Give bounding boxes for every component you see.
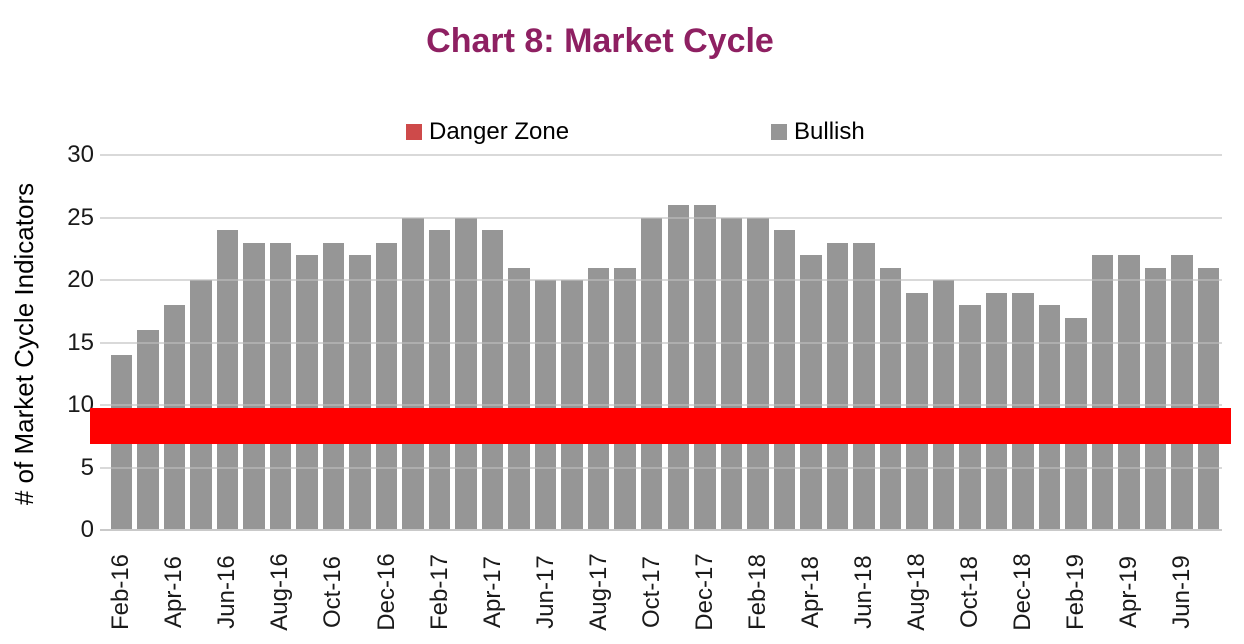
y-tick-label: 5 — [80, 453, 94, 481]
bar-Jun-18 — [853, 242, 875, 530]
bar-Jan-17 — [402, 217, 424, 530]
gridline-overlay — [100, 216, 1222, 219]
bar-Apr-17 — [481, 230, 504, 530]
bar-May-18 — [826, 242, 849, 530]
bar-Mar-19 — [1091, 255, 1114, 530]
x-axis-line — [100, 529, 1222, 531]
bar-Mar-17 — [455, 217, 477, 530]
danger-zone-band — [90, 407, 1231, 445]
x-tick-label: Feb-19 — [1062, 553, 1090, 631]
gridline-overlay — [100, 341, 1222, 344]
bar-May-17 — [508, 267, 530, 530]
bar-Jul-19 — [1197, 267, 1220, 530]
y-tick-label: 25 — [67, 203, 94, 231]
x-tick-label: Dec-17 — [690, 553, 718, 631]
y-tick-label: 0 — [80, 516, 94, 543]
danger-zone-swatch-icon — [406, 124, 422, 140]
x-tick-label: Oct-17 — [637, 555, 665, 629]
gridline-overlay — [100, 404, 1222, 406]
bar-Dec-16 — [375, 242, 398, 530]
bar-Jan-18 — [720, 217, 743, 530]
bar-Feb-18 — [747, 217, 769, 530]
bar-Dec-17 — [694, 205, 716, 530]
x-tick-label: Aug-17 — [584, 553, 612, 631]
y-tick-label: 10 — [67, 391, 94, 418]
plot-area — [90, 154, 1231, 531]
bar-Feb-17 — [428, 230, 451, 530]
x-tick-label: Aug-18 — [902, 553, 930, 631]
bar-Jun-17 — [534, 280, 557, 530]
legend-label-bullish: Bullish — [794, 118, 865, 145]
bar-Jul-17 — [561, 280, 583, 530]
bar-Jul-16 — [243, 242, 265, 530]
y-tick-label: 30 — [67, 141, 94, 168]
x-tick-label: Jun-18 — [849, 555, 877, 629]
x-tick-label: Feb-17 — [425, 553, 453, 631]
legend-item-danger-zone: Danger Zone — [406, 118, 569, 146]
x-tick-label: Feb-16 — [107, 553, 135, 631]
gridline-overlay — [100, 466, 1222, 469]
x-tick-label: Aug-16 — [266, 553, 294, 631]
bar-May-16 — [190, 280, 212, 530]
bar-Sep-16 — [296, 255, 318, 530]
bar-Jun-19 — [1171, 255, 1193, 530]
x-tick-label: Apr-18 — [796, 555, 824, 629]
chart-title: Chart 8: Market Cycle — [426, 22, 774, 60]
bar-Sep-18 — [932, 280, 955, 530]
x-tick-label: Dec-16 — [372, 553, 400, 631]
bar-Oct-17 — [640, 217, 663, 530]
gridline-overlay — [100, 154, 1222, 156]
x-tick-label: Oct-18 — [956, 555, 984, 629]
x-tick-label: Jun-19 — [1168, 555, 1196, 629]
bar-Sep-17 — [614, 267, 636, 530]
bar-Nov-17 — [667, 205, 689, 530]
bar-Apr-18 — [800, 255, 822, 530]
y-tick-label: 20 — [67, 266, 94, 293]
x-tick-label: Jun-17 — [531, 555, 559, 629]
legend-label-danger-zone: Danger Zone — [429, 118, 570, 145]
x-tick-label: Apr-16 — [160, 555, 188, 629]
x-tick-label: Apr-19 — [1115, 555, 1143, 629]
bar-Aug-16 — [269, 242, 292, 530]
bar-Mar-18 — [773, 230, 796, 530]
x-tick-label: Apr-17 — [478, 555, 506, 629]
bar-Apr-19 — [1118, 255, 1140, 530]
x-tick-label: Oct-16 — [319, 555, 347, 629]
bar-Nov-16 — [349, 255, 371, 530]
legend-item-bullish: Bullish — [771, 118, 865, 146]
bar-Jul-18 — [879, 267, 902, 530]
x-tick-label: Dec-18 — [1009, 553, 1037, 631]
bar-Aug-17 — [587, 267, 610, 530]
gridline-overlay — [100, 279, 1222, 281]
bullish-swatch-icon — [771, 124, 787, 140]
bar-May-19 — [1144, 267, 1167, 530]
x-tick-label: Jun-16 — [213, 555, 241, 629]
y-tick-label: 15 — [67, 328, 94, 356]
bar-Oct-16 — [322, 242, 345, 530]
x-tick-label: Feb-18 — [743, 553, 771, 631]
gridline — [100, 154, 1222, 156]
bar-Jun-16 — [216, 230, 239, 530]
